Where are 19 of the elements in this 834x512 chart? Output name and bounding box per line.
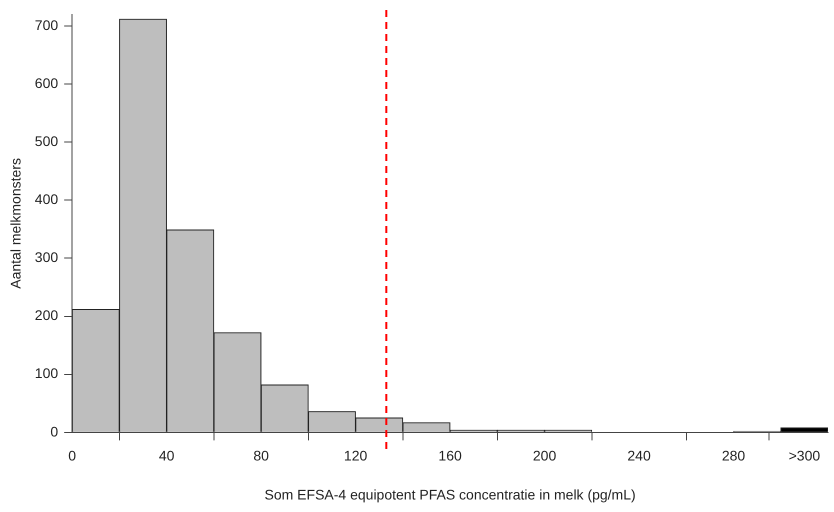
y-tick-label: 100 — [34, 365, 58, 382]
x-tick-label: 200 — [532, 448, 556, 464]
y-tick-label: 600 — [34, 74, 58, 91]
x-tick-label: 80 — [253, 448, 270, 464]
y-tick-label: 0 — [50, 423, 58, 440]
y-axis-title: Aantal melkmonsters — [7, 158, 24, 289]
x-tick-label: >300 — [788, 448, 820, 464]
x-tick-label: 0 — [68, 448, 76, 464]
x-tick-label: 240 — [627, 448, 651, 464]
x-tick-label: 280 — [722, 448, 746, 464]
x-tick-label: 40 — [158, 448, 175, 464]
x-tick-label: 120 — [344, 448, 368, 464]
y-tick-label: 400 — [34, 191, 58, 208]
x-tick-label: 160 — [438, 448, 462, 464]
y-tick-label: 500 — [34, 132, 58, 149]
x-axis-title: Som EFSA-4 equipotent PFAS concentratie in melk (pg/mL) — [264, 486, 636, 502]
y-tick-label: 700 — [34, 16, 58, 33]
y-tick-label: 300 — [34, 249, 58, 266]
y-tick-label: 200 — [34, 307, 58, 324]
